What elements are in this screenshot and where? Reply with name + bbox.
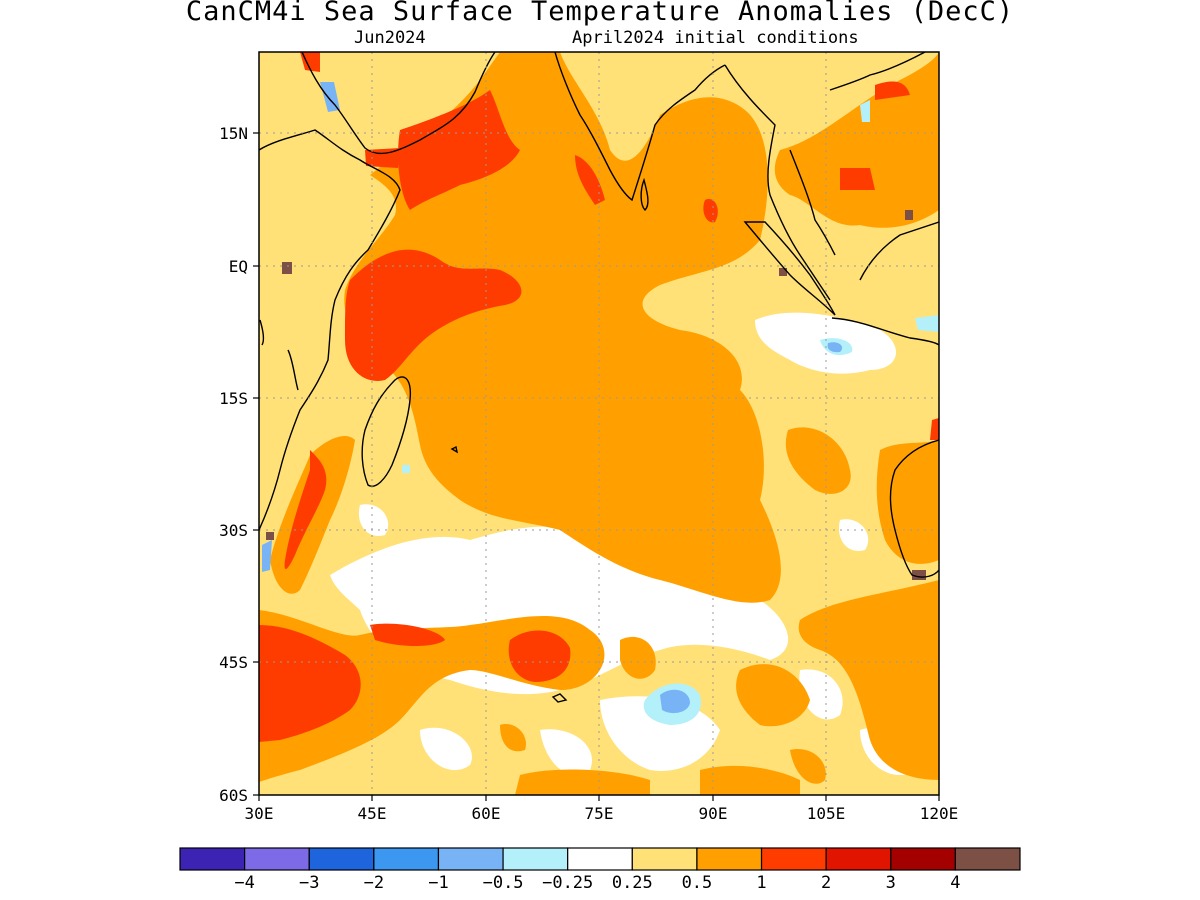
anomaly-band-1-2 — [259, 52, 939, 742]
coastlines — [259, 52, 939, 703]
colorbar-label: −2 — [364, 873, 384, 893]
colorbar-swatch — [437, 847, 504, 871]
colorbar-label: −0.25 — [542, 873, 593, 893]
colorbar-swatch — [760, 847, 827, 871]
colorbar-label: 2 — [821, 873, 831, 893]
x-tick-label: 120E — [920, 804, 959, 823]
colorbar-swatch — [244, 847, 310, 871]
colorbar-swatch — [954, 847, 1021, 871]
y-tick-label: 15N — [219, 124, 248, 143]
colorbar-label: −1 — [428, 873, 448, 893]
colorbar-swatch — [308, 847, 375, 871]
colorbar-swatch — [825, 847, 892, 871]
map-title: CanCM4i Sea Surface Temperature Anomalie… — [185, 0, 1015, 27]
tick-marks — [253, 132, 940, 801]
x-tick-label: 75E — [585, 804, 614, 823]
y-axis-labels: 15N EQ 15S 30S 45S 60S — [219, 124, 248, 805]
anomaly-band-over-4 — [266, 210, 926, 580]
x-tick-label: 60E — [472, 804, 501, 823]
colorbar-swatch — [890, 847, 956, 871]
colorbar: −4 −3 −2 −1 −0.5 −0.25 0.25 0.5 1 2 3 4 — [179, 847, 1021, 893]
y-tick-label: EQ — [229, 257, 248, 276]
colorbar-label: −4 — [234, 873, 254, 893]
colorbar-swatch — [631, 847, 698, 871]
colorbar-swatch — [373, 847, 440, 871]
graticule — [259, 52, 939, 795]
colorbar-label: 4 — [950, 873, 960, 893]
anomaly-band-negative — [262, 82, 939, 725]
initial-conditions: April2024 initial conditions — [572, 28, 859, 48]
colorbar-label: −3 — [299, 873, 319, 893]
x-axis-labels: 30E 45E 60E 75E 90E 105E 120E — [245, 804, 959, 823]
x-tick-label: 30E — [245, 804, 274, 823]
x-tick-label: 90E — [699, 804, 728, 823]
colorbar-swatch — [179, 847, 246, 871]
colorbar-label: 0.5 — [682, 873, 713, 893]
colorbar-swatch — [567, 847, 633, 871]
colorbar-label: −0.5 — [483, 873, 524, 893]
colorbar-label: 1 — [756, 873, 766, 893]
x-tick-label: 45E — [358, 804, 387, 823]
y-tick-label: 60S — [219, 786, 248, 805]
forecast-month: Jun2024 — [354, 28, 426, 48]
colorbar-label: 3 — [886, 873, 896, 893]
anomaly-band-0.5-1 — [259, 52, 939, 795]
colorbar-swatch — [696, 847, 763, 871]
x-tick-label: 105E — [807, 804, 846, 823]
colorbar-label: 0.25 — [612, 873, 653, 893]
y-tick-label: 45S — [219, 653, 248, 672]
colorbar-swatch — [502, 847, 569, 871]
y-tick-label: 15S — [219, 389, 248, 408]
y-tick-label: 30S — [219, 521, 248, 540]
